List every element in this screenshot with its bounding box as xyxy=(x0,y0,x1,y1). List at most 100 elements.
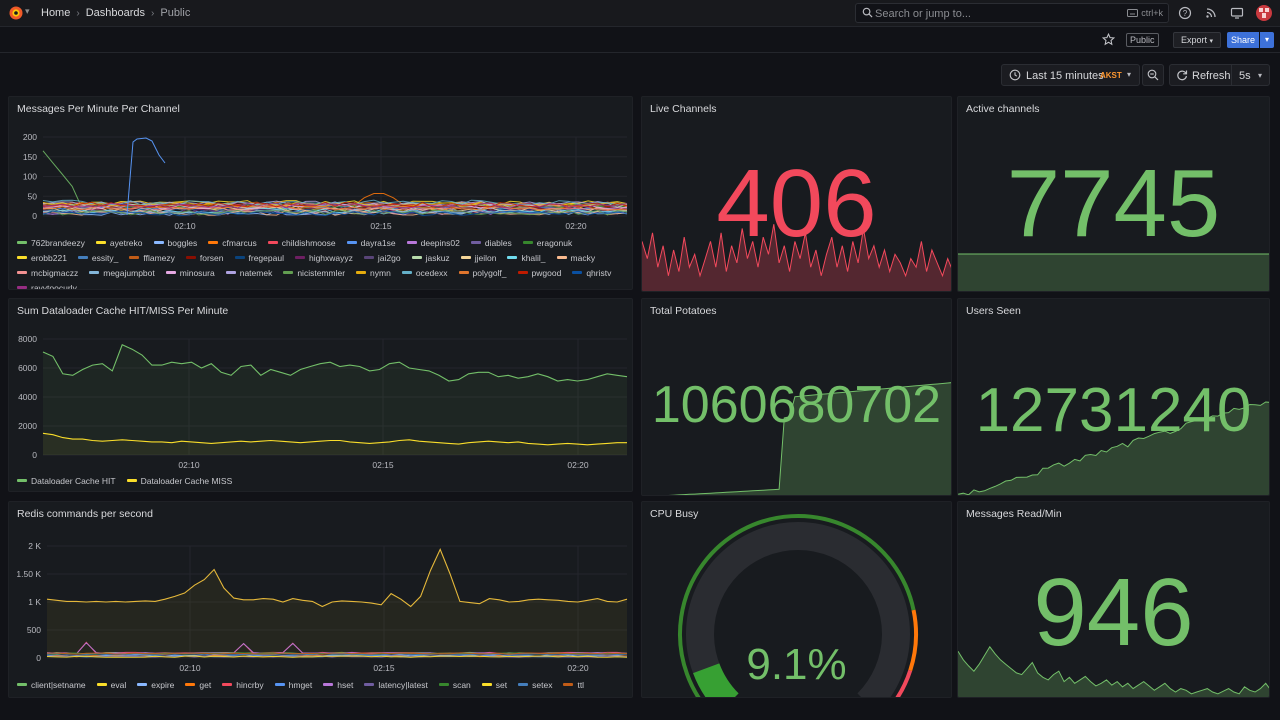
panel-messages-read[interactable]: Messages Read/Min 946 xyxy=(957,501,1270,698)
legend-item[interactable]: jai2go xyxy=(363,252,401,263)
series-line xyxy=(42,202,628,209)
legend-item[interactable]: scan xyxy=(438,679,471,690)
legend-label: fflamezy xyxy=(143,252,175,263)
legend-item[interactable]: Dataloader Cache MISS xyxy=(126,475,232,486)
legend-item[interactable]: latency|latest xyxy=(364,679,428,690)
legend-swatch xyxy=(346,241,357,244)
grafana-logo-icon[interactable] xyxy=(8,5,24,21)
legend-item[interactable]: diables xyxy=(470,237,512,248)
legend-swatch xyxy=(356,271,367,274)
legend-item[interactable]: Dataloader Cache HIT xyxy=(17,475,116,486)
time-range-label: Last 15 minutes xyxy=(1026,70,1104,82)
breadcrumb-home[interactable]: Home xyxy=(41,7,71,19)
panel-title[interactable]: Redis commands per second xyxy=(17,508,153,520)
timeseries-chart[interactable]: 2 K 1.50 K 1 K 500 0 02:10 02:15 02:20 xyxy=(9,502,633,698)
legend-item[interactable]: hset xyxy=(323,679,353,690)
legend-item[interactable]: natemek xyxy=(225,267,272,278)
legend-item[interactable]: forsen xyxy=(185,252,224,263)
panel-users-seen[interactable]: Users Seen 12731240 xyxy=(957,298,1270,496)
legend-item[interactable]: hmget xyxy=(274,679,312,690)
help-icon[interactable]: ? xyxy=(1178,6,1192,20)
search-input[interactable]: Search or jump to... ctrl+k xyxy=(855,3,1169,23)
series-line xyxy=(42,432,627,446)
panel-title[interactable]: Total Potatoes xyxy=(650,305,717,317)
legend-item[interactable]: megajumpbot xyxy=(89,267,155,278)
panel-redis-commands[interactable]: Redis commands per second 2 K 1.50 K 1 K 50… xyxy=(8,501,633,698)
sparkline xyxy=(642,224,951,291)
timeseries-chart[interactable]: 200 150 100 50 0 02:10 02:15 02:20 xyxy=(9,97,633,290)
legend-item[interactable]: ttl xyxy=(563,679,584,690)
timeseries-chart[interactable]: 8000 6000 4000 2000 0 02:10 02:15 02:20 xyxy=(9,299,633,492)
panel-title[interactable]: Sum Dataloader Cache HIT/MISS Per Minute xyxy=(17,305,229,317)
legend-item[interactable]: ocedexx xyxy=(401,267,448,278)
legend-item[interactable]: expire xyxy=(137,679,174,690)
panel-dataloader-cache[interactable]: Sum Dataloader Cache HIT/MISS Per Minute… xyxy=(8,298,633,492)
legend-item[interactable]: eval xyxy=(96,679,126,690)
legend-item[interactable]: jaskuz xyxy=(411,252,450,263)
menu-chevron-icon[interactable]: ▾ xyxy=(25,6,30,16)
legend-item[interactable]: deepins02 xyxy=(406,237,460,248)
legend-item[interactable]: ayetreko xyxy=(95,237,143,248)
legend-item[interactable]: fflamezy xyxy=(129,252,175,263)
panel-title[interactable]: Messages Per Minute Per Channel xyxy=(17,103,180,115)
panel-title[interactable]: Messages Read/Min xyxy=(966,508,1062,520)
panel-messages-per-minute[interactable]: Messages Per Minute Per Channel 200 150 10… xyxy=(8,96,633,290)
breadcrumb-dashboards[interactable]: Dashboards xyxy=(85,7,146,19)
legend-item[interactable]: setex xyxy=(518,679,552,690)
share-options-chevron-icon[interactable]: ▾ xyxy=(1260,32,1274,48)
legend-item[interactable]: jjeilon xyxy=(460,252,496,263)
share-button[interactable]: Share xyxy=(1227,32,1259,48)
legend-item[interactable]: macky xyxy=(556,252,595,263)
legend-item[interactable]: highxwayyz xyxy=(294,252,353,263)
legend-item[interactable]: qhristv xyxy=(572,267,611,278)
legend-item[interactable]: get xyxy=(185,679,211,690)
legend-item[interactable]: rayytoocurly xyxy=(17,282,77,289)
legend-swatch xyxy=(126,479,137,482)
legend-item[interactable]: 762brandeezy xyxy=(17,237,85,248)
gauge-arc xyxy=(678,514,916,697)
legend-item[interactable]: boggles xyxy=(153,237,197,248)
y-tick-label: 500 xyxy=(27,625,41,635)
legend-item[interactable]: childishmoose xyxy=(267,237,336,248)
legend-item[interactable]: nicistemmler xyxy=(283,267,345,278)
panel-cpu-busy[interactable]: CPU Busy 9.1% xyxy=(641,501,952,698)
refresh-picker[interactable]: Refresh 5s ▾ xyxy=(1169,64,1270,86)
panel-live-channels[interactable]: Live Channels 406 xyxy=(641,96,952,292)
legend-item[interactable]: minosura xyxy=(165,267,215,278)
legend-item[interactable]: fregepaul xyxy=(234,252,284,263)
time-range-picker[interactable]: Last 15 minutes AKST ▾ xyxy=(1001,64,1140,86)
export-button[interactable]: Export ▾ xyxy=(1173,32,1221,48)
legend-item[interactable]: cfmarcus xyxy=(208,237,257,248)
panel-title[interactable]: Live Channels xyxy=(650,103,717,115)
legend-item[interactable]: hincrby xyxy=(222,679,264,690)
legend-item[interactable]: erobb221 xyxy=(17,252,67,263)
legend-item[interactable]: set xyxy=(481,679,508,690)
legend-swatch xyxy=(401,271,412,274)
legend-item[interactable]: mcbigmaczz xyxy=(17,267,78,278)
legend-item[interactable]: nymn xyxy=(356,267,391,278)
x-tick-label: 02:10 xyxy=(174,221,196,231)
panel-active-channels[interactable]: Active channels 7745 xyxy=(957,96,1270,292)
legend-item[interactable]: pwgood xyxy=(517,267,561,278)
legend-item[interactable]: polygolf_ xyxy=(458,267,507,278)
panel-title[interactable]: Users Seen xyxy=(966,305,1021,317)
legend-label: set xyxy=(495,679,508,690)
legend-item[interactable]: client|setname xyxy=(17,679,86,690)
zoom-out-button[interactable] xyxy=(1142,64,1164,86)
panel-title[interactable]: Active channels xyxy=(966,103,1040,115)
panel-total-potatoes[interactable]: Total Potatoes 1060680702 xyxy=(641,298,952,496)
refresh-interval[interactable]: 5s xyxy=(1239,70,1251,82)
sparkline-line xyxy=(642,224,951,278)
user-avatar[interactable] xyxy=(1256,5,1272,21)
legend-label: jai2go xyxy=(377,252,401,263)
monitor-icon[interactable] xyxy=(1230,6,1244,20)
legend-item[interactable]: essity_ xyxy=(77,252,118,263)
panel-title[interactable]: CPU Busy xyxy=(650,508,699,520)
legend-item[interactable]: dayra1se xyxy=(346,237,396,248)
chart-legend: 762brandeezy ayetreko boggles cfmarcus child… xyxy=(17,237,627,289)
legend-item[interactable]: eragonuk xyxy=(522,237,572,248)
legend-swatch xyxy=(507,256,518,259)
rss-news-icon[interactable] xyxy=(1204,6,1218,20)
legend-item[interactable]: khalil_ xyxy=(507,252,546,263)
star-favorite-icon[interactable] xyxy=(1102,33,1115,46)
